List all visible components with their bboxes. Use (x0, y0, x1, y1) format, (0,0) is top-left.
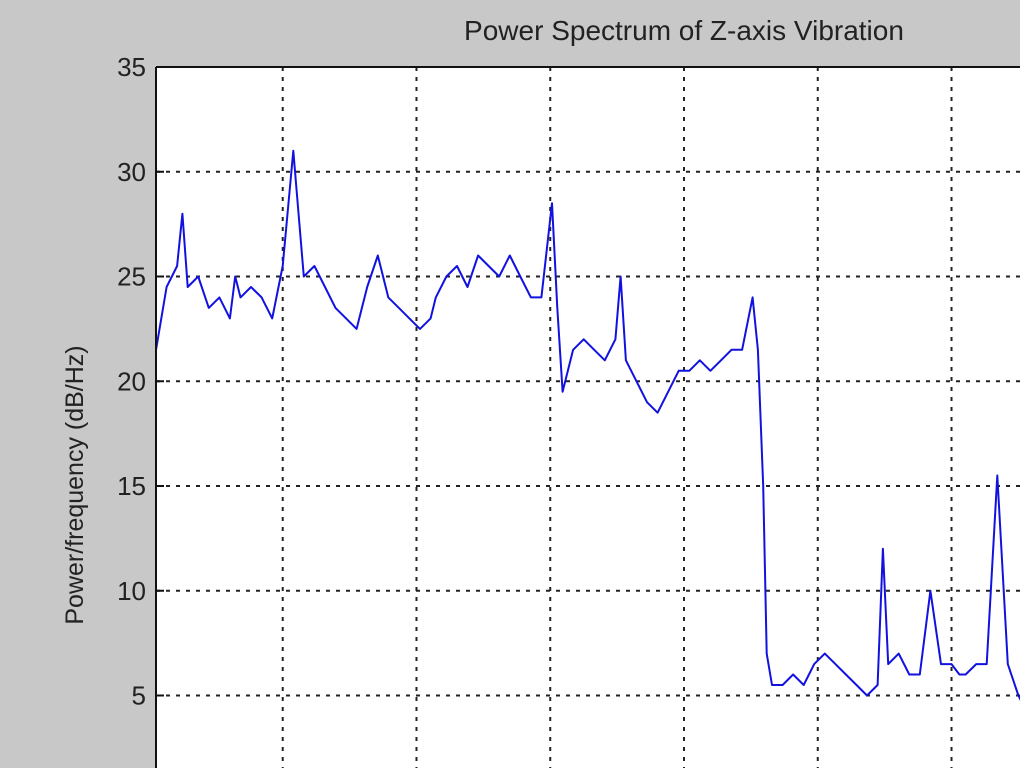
series-power-spectrum (155, 149, 1020, 701)
y-tick-marks (156, 66, 164, 697)
axes-background (156, 67, 1020, 768)
y-axis-label: Power/frequency (dB/Hz) (61, 345, 89, 624)
grid-lines (156, 67, 1020, 768)
y-tick-label-5: 5 (132, 681, 146, 711)
y-tick-label-20: 20 (117, 366, 146, 396)
y-tick-labels: 5 10 15 20 25 30 35 (117, 52, 146, 711)
y-tick-label-35: 35 (117, 52, 146, 82)
y-tick-label-15: 15 (117, 471, 146, 501)
y-tick-label-25: 25 (117, 262, 146, 292)
y-tick-label-10: 10 (117, 576, 146, 606)
chart-title: Power Spectrum of Z-axis Vibration (464, 15, 904, 46)
y-tick-label-30: 30 (117, 157, 146, 187)
